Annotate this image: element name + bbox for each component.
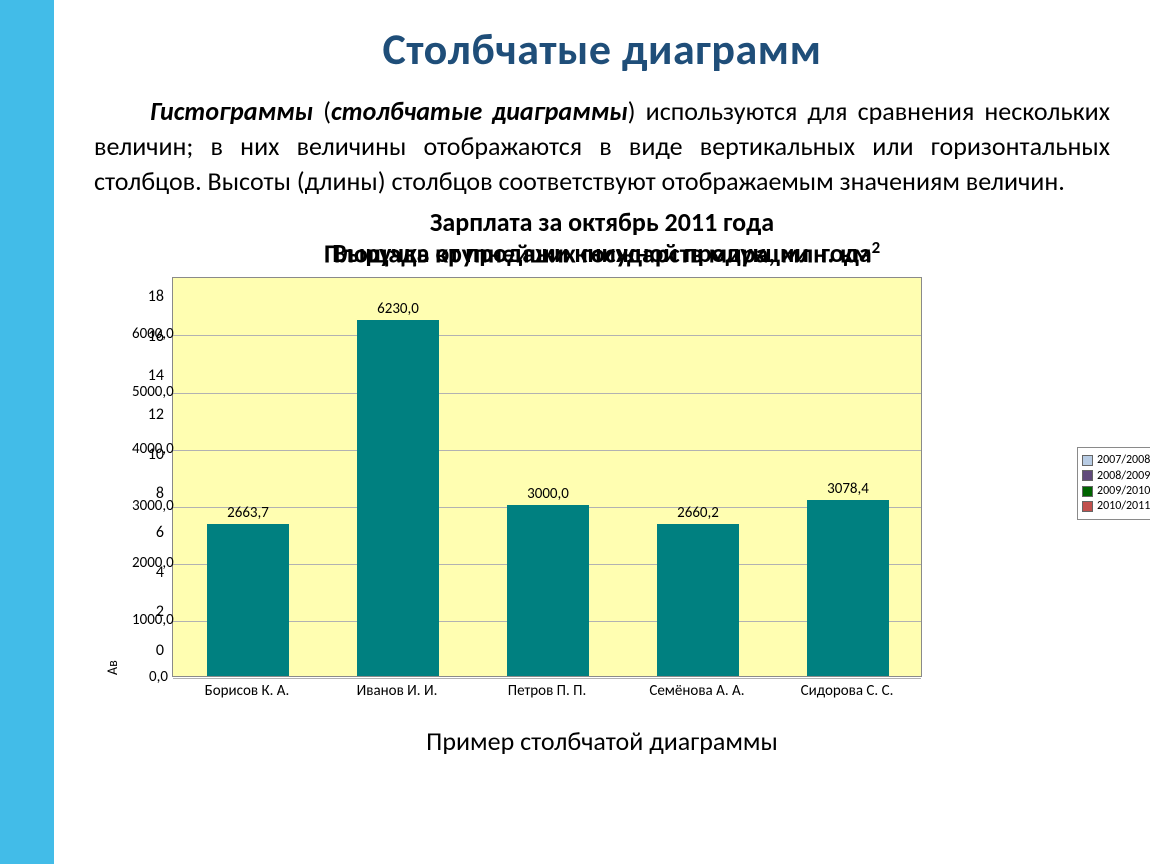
x-category-label: Семёнова А. А. (649, 682, 744, 700)
bar (507, 505, 590, 676)
bar-value-label: 3000,0 (527, 485, 569, 503)
accent-stripe (0, 0, 54, 864)
x-category-label: Борисов К. А. (205, 682, 290, 700)
y-tick-label: 4000,0 (132, 440, 168, 458)
front-title-text: Площадь крупнейших государств мира, млн.… (324, 238, 872, 270)
x-category-label: Сидорова С. С. (801, 682, 894, 700)
overlapping-chart-titles: Зарплата за октябрь 2011 года Выручка от… (94, 207, 1110, 277)
legend-swatch (1082, 501, 1093, 512)
paren-open: ( (323, 95, 331, 127)
bar-value-label: 3078,4 (827, 480, 869, 498)
legend-item: 2009/2010 (1082, 484, 1150, 498)
gridline (173, 450, 921, 451)
lead-term: Гистограммы (150, 95, 313, 127)
slide-content: Столбчатые диаграмм Гистограммы (столбча… (54, 0, 1150, 864)
legend-label: 2007/2008 (1097, 453, 1150, 467)
y-tick-label: 1000,0 (132, 611, 168, 629)
background-y-axis: 181614121086420 (124, 289, 164, 659)
front-title-sup: 2 (872, 237, 881, 258)
bar (807, 500, 890, 676)
legend-swatch (1082, 470, 1093, 481)
y-tick-label: 6000,0 (132, 325, 168, 343)
gridline (173, 335, 921, 336)
background-y-label: Ав (104, 660, 121, 675)
chart-caption: Пример столбчатой диаграммы (94, 725, 1110, 757)
front-title: Площадь крупнейших государств мира, млн.… (94, 237, 1110, 270)
page-title: Столбчатые диаграмм (94, 22, 1110, 76)
bar-value-label: 2660,2 (677, 504, 719, 522)
bar (357, 320, 440, 676)
y-tick-label: 0,0 (132, 668, 168, 686)
y-tick-label: 2000,0 (132, 554, 168, 572)
y-tick-label: 5000,0 (132, 383, 168, 401)
chart-area: 181614121086420 Ав 2663,76230,03000,0266… (132, 277, 1072, 697)
legend-swatch (1082, 455, 1093, 466)
legend-box: 2007/2008 2008/20092009/20102010/2011 (1077, 447, 1150, 520)
legend-item: 2008/2009 (1082, 469, 1150, 483)
legend-label: 2008/2009 (1097, 469, 1150, 483)
legend-label: 2010/2011 (1097, 499, 1150, 513)
x-category-label: Петров П. П. (508, 682, 587, 700)
legend-swatch (1082, 486, 1093, 497)
bar-chart: 2663,7 6230,0 3000,0 2660,2 3078,4 (172, 277, 922, 677)
legend-item: 2007/2008 (1082, 453, 1150, 467)
background-ytick: 0 (156, 643, 164, 659)
legend-item: 2010/2011 (1082, 499, 1150, 513)
bar-value-label: 6230,0 (377, 300, 419, 318)
bar (207, 524, 290, 676)
intro-paragraph: Гистограммы (столбчатые диаграммы) испол… (94, 94, 1110, 199)
gridline (173, 393, 921, 394)
bar-value-label: 2663,7 (227, 504, 269, 522)
legend-label: 2009/2010 (1097, 484, 1150, 498)
background-ytick: 12 (148, 407, 164, 423)
background-ytick: 18 (148, 289, 164, 305)
background-ytick: 14 (148, 368, 164, 384)
x-category-label: Иванов И. И. (357, 682, 438, 700)
background-ytick: 6 (156, 525, 164, 541)
x-axis-line (173, 676, 921, 677)
bar (657, 524, 740, 676)
y-tick-label: 3000,0 (132, 497, 168, 515)
gridline (173, 678, 921, 679)
paren-term: столбчатые диаграммы (331, 95, 628, 127)
